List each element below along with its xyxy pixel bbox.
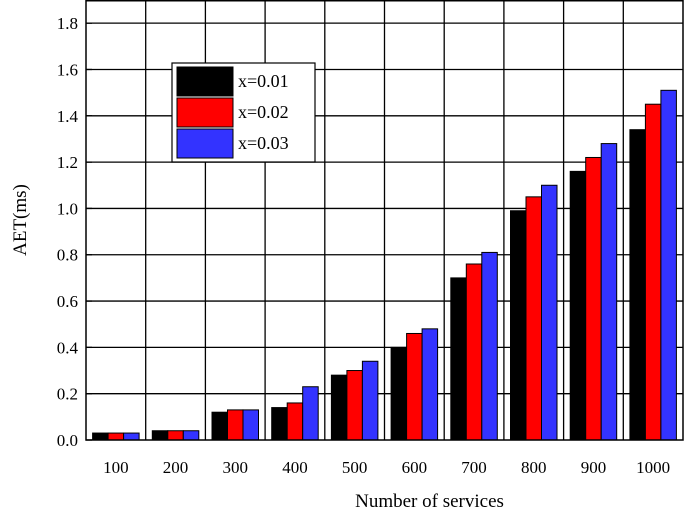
y-tick-label: 1.0 (57, 199, 78, 218)
y-tick-label: 1.4 (57, 107, 79, 126)
bar-x=0.02-800 (525, 196, 542, 441)
bar-x=0.02-700 (465, 263, 483, 441)
x-tick-label: 100 (103, 458, 129, 477)
bar-x=0.03-800 (541, 184, 558, 441)
y-axis-title: AET(ms) (10, 184, 31, 256)
y-tick-label: 1.6 (57, 60, 78, 79)
bar-x=0.02-200 (167, 430, 184, 441)
bar-x=0.01-700 (450, 277, 467, 441)
bars (92, 89, 677, 441)
bar-x=0.01-600 (390, 346, 408, 441)
x-tick-label: 1000 (636, 458, 670, 477)
legend-label: x=0.02 (238, 102, 289, 122)
bar-x=0.02-500 (346, 370, 363, 441)
bar-x=0.03-400 (302, 386, 319, 441)
y-tick-label: 1.2 (57, 153, 78, 172)
bar-x=0.03-1000 (660, 89, 677, 441)
bar-x=0.03-200 (182, 430, 200, 441)
y-tick-label: 0.2 (57, 385, 78, 404)
y-tick-label: 0.6 (57, 292, 78, 311)
bar-x=0.03-100 (123, 432, 140, 441)
x-tick-label: 800 (521, 458, 547, 477)
legend-swatch (176, 128, 234, 159)
bar-x=0.02-600 (406, 332, 423, 441)
x-tick-label: 400 (282, 458, 308, 477)
x-axis-ticks: 100 200 300 400 500 600 700 800 900 1000 (103, 458, 670, 477)
legend-swatch (176, 97, 234, 128)
x-tick-label: 900 (581, 458, 607, 477)
bar-x=0.02-300 (227, 409, 244, 441)
bar-x=0.01-100 (92, 432, 109, 441)
y-tick-label: 1.8 (57, 14, 78, 33)
bar-x=0.02-100 (107, 432, 125, 441)
bar-x=0.03-600 (421, 328, 439, 441)
bar-x=0.01-300 (211, 411, 228, 441)
x-tick-label: 300 (223, 458, 249, 477)
plot-frame (85, 0, 684, 441)
bar-x=0.01-900 (569, 170, 587, 441)
y-tick-label: 0.0 (57, 431, 78, 450)
legend-label: x=0.01 (238, 71, 289, 91)
bar-x=0.02-400 (286, 402, 304, 441)
x-axis-title: Number of services (355, 491, 504, 512)
bar-x=0.01-500 (330, 374, 348, 441)
x-tick-label: 200 (163, 458, 189, 477)
x-tick-label: 700 (461, 458, 487, 477)
legend: x=0.01 x=0.02 x=0.03 (171, 62, 316, 163)
bar-x=0.02-1000 (644, 103, 662, 441)
bar-x=0.01-1000 (629, 129, 646, 441)
bar-x=0.03-900 (600, 143, 618, 441)
x-tick-label: 600 (402, 458, 428, 477)
x-tick-label: 500 (342, 458, 368, 477)
y-tick-label: 0.4 (57, 338, 79, 357)
bar-x=0.03-700 (481, 251, 498, 441)
bar-x=0.02-900 (585, 156, 602, 441)
bar-x=0.03-300 (242, 409, 259, 441)
bar-x=0.01-400 (271, 407, 288, 441)
y-axis-ticks: 0.0 0.2 0.4 0.6 0.8 1.0 1.2 1.4 1.6 1.8 (57, 14, 92, 450)
bar-x=0.03-500 (361, 360, 379, 441)
legend-swatch (176, 66, 234, 97)
bar-x=0.01-200 (151, 430, 169, 441)
y-tick-label: 0.8 (57, 246, 78, 265)
legend-label: x=0.03 (238, 133, 289, 153)
bar-x=0.01-800 (510, 210, 527, 441)
